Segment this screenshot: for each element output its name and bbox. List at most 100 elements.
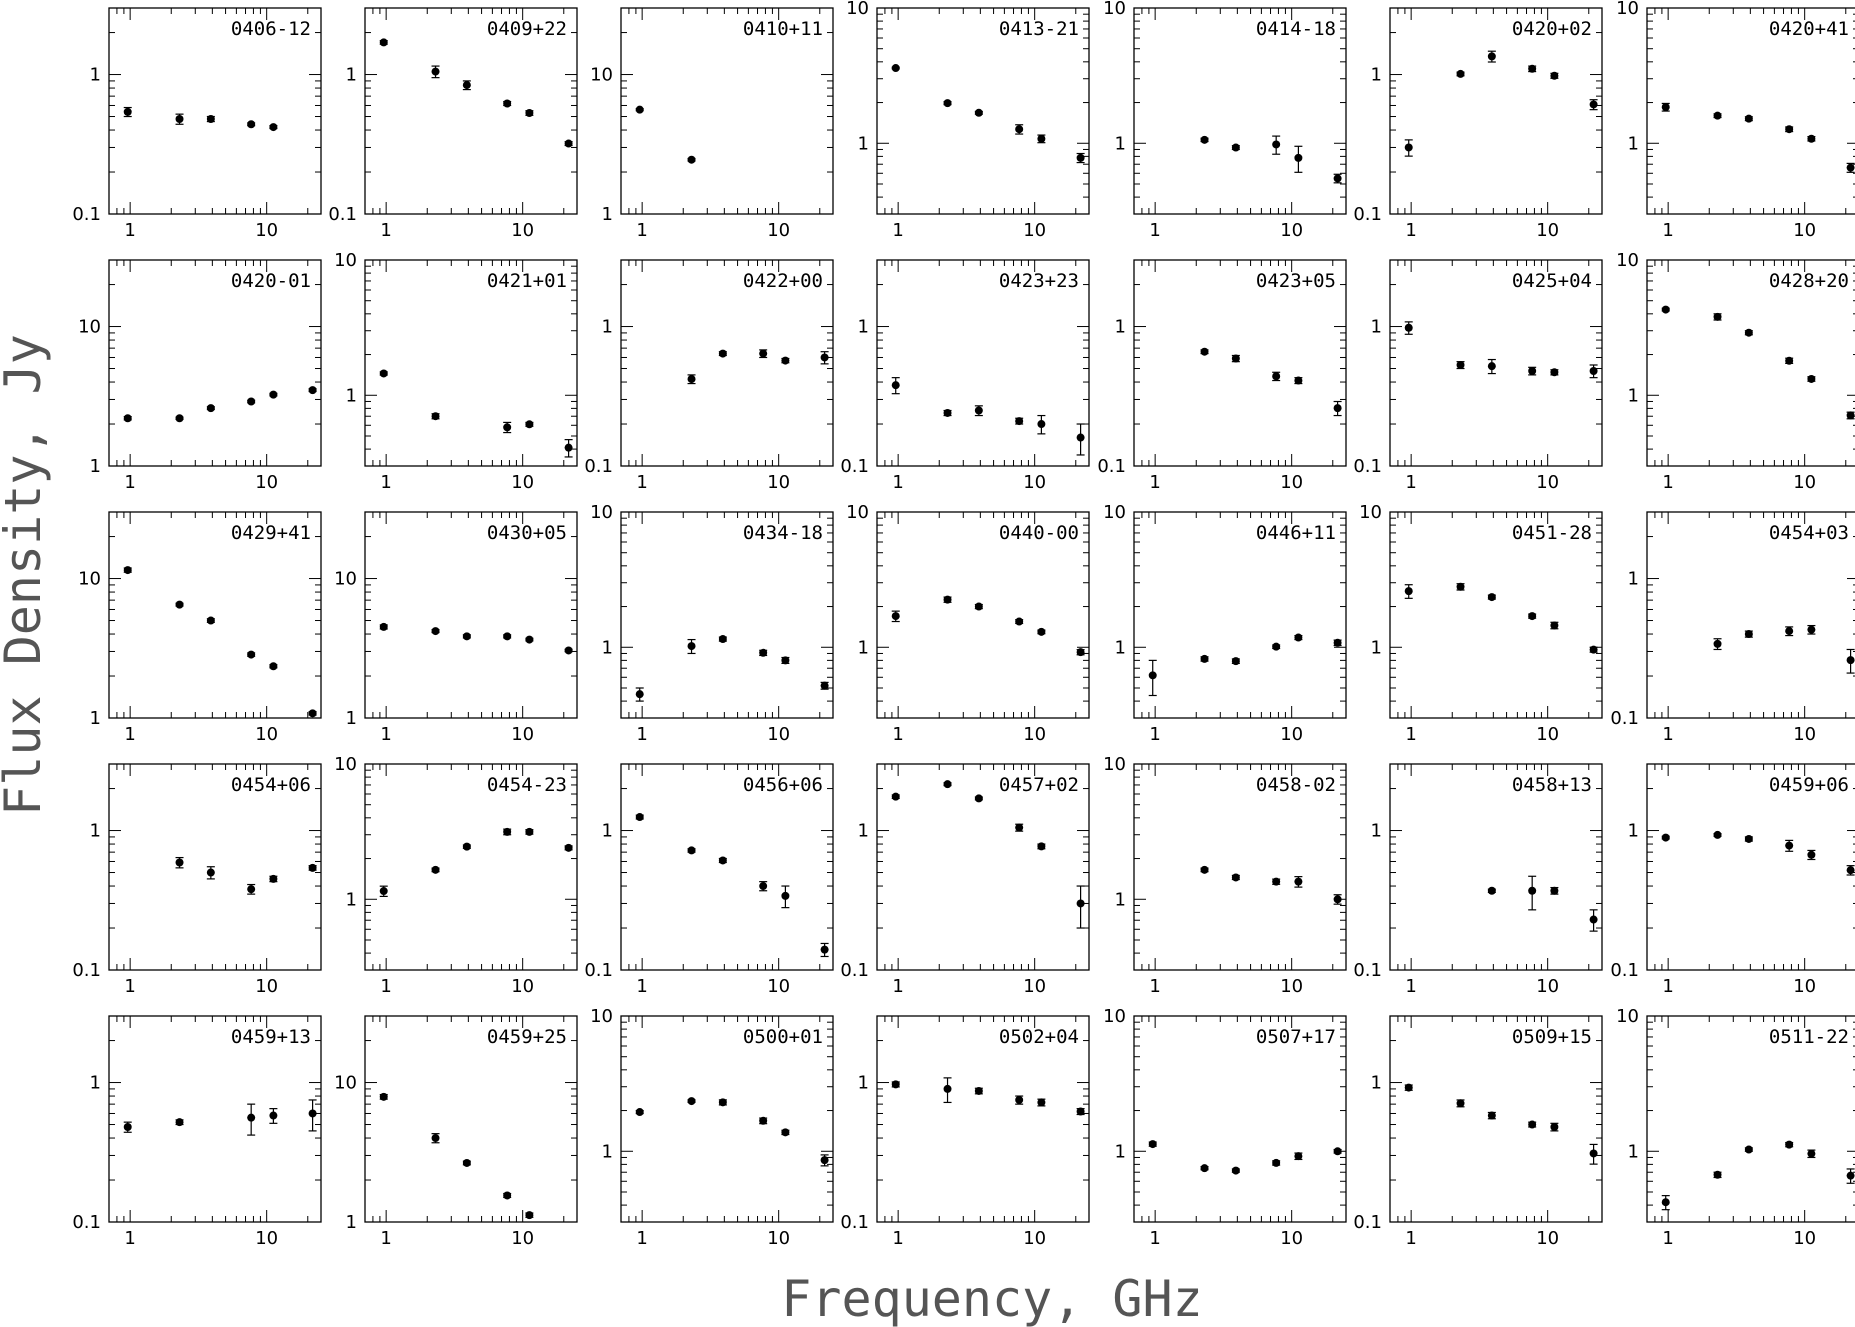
panel-frame bbox=[620, 763, 834, 971]
panel-0410+11: 1 10 1 10 0410+11 bbox=[590, 7, 834, 241]
data-point bbox=[759, 1116, 768, 1125]
x-tick-label: 10 bbox=[1280, 220, 1303, 241]
data-point bbox=[1015, 1095, 1024, 1104]
panel-0423+05: 1 10 0.1 1 0423+05 bbox=[1097, 259, 1347, 493]
y-tick-label: 1 bbox=[1628, 821, 1639, 842]
data-point bbox=[1200, 1164, 1209, 1173]
data-point bbox=[1713, 111, 1722, 120]
data-point bbox=[247, 650, 256, 659]
y-tick-label: 10 bbox=[1103, 1006, 1126, 1027]
x-tick-label: 1 bbox=[1149, 976, 1160, 997]
x-tick-label: 1 bbox=[1662, 724, 1673, 745]
panel-label: 0423+23 bbox=[999, 270, 1079, 292]
data-point bbox=[759, 882, 768, 891]
y-tick-label: 1 bbox=[858, 821, 869, 842]
data-point bbox=[1846, 1171, 1855, 1180]
panel-frame bbox=[1133, 259, 1347, 467]
data-point bbox=[1231, 143, 1240, 152]
data-point bbox=[974, 602, 983, 611]
data-point bbox=[1294, 153, 1303, 162]
x-tick-label: 1 bbox=[124, 724, 135, 745]
y-tick-label: 10 bbox=[1103, 754, 1126, 775]
data-point bbox=[1456, 582, 1465, 591]
panel-0422+00: 1 10 0.1 1 0422+00 bbox=[584, 259, 834, 493]
data-point bbox=[564, 139, 573, 148]
panel-0458-02: 1 10 1 10 0458-02 bbox=[1103, 754, 1347, 997]
data-point bbox=[431, 67, 440, 76]
panel-0421+01: 1 10 1 10 0421+01 bbox=[334, 250, 578, 493]
data-point bbox=[1076, 899, 1085, 908]
data-point bbox=[1550, 886, 1559, 895]
data-point bbox=[974, 406, 983, 415]
panel-label: 0429+41 bbox=[231, 522, 311, 544]
data-point bbox=[1272, 642, 1281, 651]
x-tick-label: 1 bbox=[1662, 976, 1673, 997]
x-tick-label: 1 bbox=[892, 472, 903, 493]
x-tick-label: 10 bbox=[511, 220, 534, 241]
y-tick-label: 1 bbox=[90, 65, 101, 86]
panel-0423+23: 1 10 0.1 1 0423+23 bbox=[840, 259, 1090, 493]
data-point bbox=[1550, 71, 1559, 80]
panel-grid: 1 10 0.1 1 0406-12 1 10 0.1 1 0409+22 1 10 1 10 0410+1… bbox=[72, 0, 1855, 1249]
data-point bbox=[1785, 627, 1794, 636]
data-point bbox=[635, 105, 644, 114]
data-point bbox=[431, 1134, 440, 1143]
panel-label: 0457+02 bbox=[999, 774, 1079, 796]
panel-frame bbox=[876, 763, 1090, 971]
panel-frame bbox=[364, 763, 578, 971]
y-tick-label: 1 bbox=[1371, 317, 1382, 338]
data-point bbox=[308, 386, 317, 395]
data-point bbox=[759, 349, 768, 358]
data-point bbox=[1528, 1120, 1537, 1129]
data-point bbox=[1807, 625, 1816, 634]
data-point bbox=[1456, 69, 1465, 78]
x-tick-label: 1 bbox=[380, 976, 391, 997]
x-tick-label: 1 bbox=[892, 1228, 903, 1249]
data-point bbox=[1076, 1107, 1085, 1116]
data-point bbox=[525, 827, 534, 836]
data-point bbox=[1846, 163, 1855, 172]
x-tick-label: 10 bbox=[1280, 1228, 1303, 1249]
x-tick-label: 1 bbox=[1662, 1228, 1673, 1249]
x-tick-label: 10 bbox=[1280, 472, 1303, 493]
data-point bbox=[1846, 866, 1855, 875]
data-point bbox=[206, 114, 215, 123]
y-tick-label: 1 bbox=[90, 821, 101, 842]
y-tick-label: 1 bbox=[346, 708, 357, 729]
data-point bbox=[1661, 305, 1670, 314]
data-point bbox=[503, 632, 512, 641]
data-point bbox=[308, 863, 317, 872]
data-point bbox=[308, 709, 317, 718]
data-point bbox=[820, 1156, 829, 1165]
data-point bbox=[1661, 103, 1670, 112]
data-point bbox=[1272, 1158, 1281, 1167]
data-point bbox=[1807, 1149, 1816, 1158]
x-tick-label: 10 bbox=[1793, 220, 1816, 241]
x-tick-label: 10 bbox=[1280, 724, 1303, 745]
panel-label: 0425+04 bbox=[1512, 270, 1592, 292]
panel-frame bbox=[876, 1015, 1090, 1223]
y-tick-label: 0.1 bbox=[1353, 1212, 1382, 1233]
data-point bbox=[943, 595, 952, 604]
data-point bbox=[269, 390, 278, 399]
panel-label: 0420+41 bbox=[1769, 18, 1849, 40]
x-tick-label: 10 bbox=[1280, 976, 1303, 997]
y-tick-label: 0.1 bbox=[1353, 204, 1382, 225]
x-axis-label: Frequency, GHz bbox=[781, 1270, 1202, 1327]
panel-frame bbox=[1646, 259, 1855, 467]
x-tick-label: 1 bbox=[124, 472, 135, 493]
x-tick-label: 1 bbox=[636, 976, 647, 997]
x-tick-label: 10 bbox=[255, 472, 278, 493]
panel-frame bbox=[364, 259, 578, 467]
y-tick-label: 1 bbox=[346, 385, 357, 406]
panel-frame bbox=[108, 511, 322, 719]
data-point bbox=[175, 1118, 184, 1127]
panel-0459+25: 1 10 1 10 0459+25 bbox=[334, 1015, 578, 1249]
y-tick-label: 0.1 bbox=[1610, 708, 1639, 729]
data-point bbox=[1528, 886, 1537, 895]
panel-frame bbox=[108, 259, 322, 467]
data-point bbox=[718, 349, 727, 358]
y-tick-label: 1 bbox=[602, 204, 613, 225]
panel-label: 0410+11 bbox=[743, 18, 823, 40]
data-point bbox=[269, 662, 278, 671]
